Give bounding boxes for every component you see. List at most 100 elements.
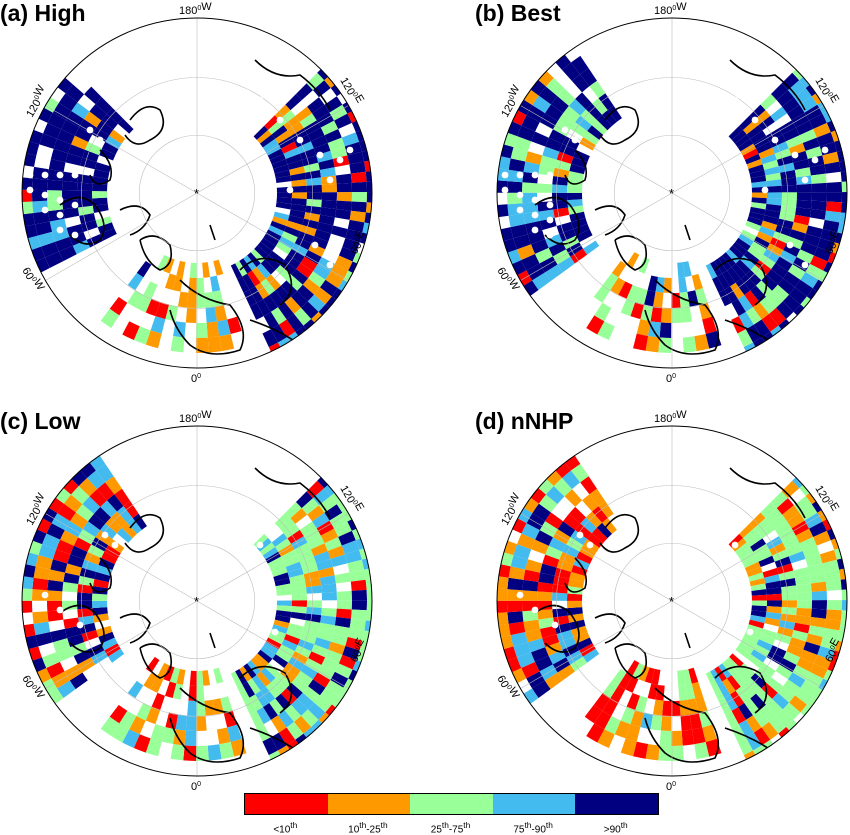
grid-cell <box>345 229 363 243</box>
grid-cell <box>638 665 650 682</box>
grid-cell <box>22 588 33 601</box>
grid-cell <box>809 255 828 271</box>
grid-cell <box>751 589 767 596</box>
grid-cell <box>314 637 331 650</box>
grid-cell <box>291 198 307 206</box>
grid-cell <box>570 248 588 264</box>
grid-cell <box>618 672 633 690</box>
grid-cell <box>290 203 307 213</box>
grid-cell <box>567 586 583 595</box>
grid-cell <box>766 606 782 614</box>
grid-cell <box>175 714 188 731</box>
grid-cell <box>271 533 288 547</box>
grid-cell <box>811 182 827 193</box>
grid-cell <box>580 109 597 126</box>
grid-cell <box>513 544 532 560</box>
grid-cell <box>334 663 353 679</box>
grid-cell <box>255 690 270 708</box>
significance-dot <box>56 171 64 179</box>
axis-label: 00 <box>191 373 201 385</box>
coastline <box>254 59 331 111</box>
grid-cell <box>592 98 608 115</box>
grid-cell <box>122 729 140 749</box>
grid-cell <box>77 529 96 545</box>
grid-cell <box>320 120 339 136</box>
significance-dot <box>516 191 524 199</box>
grid-cell <box>32 611 49 624</box>
grid-cell <box>256 129 272 144</box>
grid-cell <box>262 546 279 560</box>
grid-cell <box>809 521 827 538</box>
grid-cell <box>597 321 615 341</box>
grid-cell <box>782 702 801 720</box>
grid-cell <box>330 671 349 688</box>
grid-cell <box>567 185 583 193</box>
grid-cell <box>744 290 760 308</box>
significance-dot <box>226 531 234 539</box>
grid-cell <box>557 521 576 538</box>
significance-dot <box>271 628 279 636</box>
significance-dots <box>516 531 754 636</box>
grid-cell <box>176 260 186 277</box>
grid-cell <box>775 664 793 680</box>
grid-cell <box>196 715 207 731</box>
grid-cell <box>660 307 672 323</box>
grid-cell <box>107 648 125 663</box>
grid-cell <box>793 158 810 170</box>
grid-cell <box>532 272 551 290</box>
grid-cell <box>74 127 93 143</box>
grid-cell <box>265 682 281 699</box>
grid-cell <box>817 646 835 661</box>
grid-cell <box>325 271 344 289</box>
grid-cell <box>540 563 557 576</box>
significance-dot <box>56 226 64 234</box>
grid-cell <box>746 159 763 169</box>
grid-cell <box>276 600 293 607</box>
significance-dot <box>26 186 34 194</box>
grid-cell <box>47 179 63 191</box>
grid-cell <box>787 672 806 688</box>
grid-cell <box>280 280 298 297</box>
grid-cell <box>35 221 53 236</box>
grid-cell <box>824 569 841 582</box>
grid-cell <box>350 171 367 183</box>
grid-cell <box>299 148 317 160</box>
grid-cell <box>712 276 725 293</box>
grid-cell <box>262 138 279 152</box>
coastline <box>714 665 768 714</box>
grid-cell <box>163 257 175 274</box>
grid-cell <box>745 677 762 694</box>
grid-cell <box>825 201 842 213</box>
grid-cell <box>52 638 71 653</box>
grid-cell <box>312 488 331 506</box>
grid-cell <box>276 192 293 199</box>
grid-cell <box>80 157 97 170</box>
grid-cell <box>273 572 290 582</box>
grid-cell <box>93 506 111 524</box>
grid-cell <box>82 149 100 163</box>
significance-dot <box>26 171 34 179</box>
grid-cell <box>746 567 763 577</box>
grid-cell <box>766 185 782 193</box>
grid-cell <box>750 241 767 255</box>
pole-marker: * <box>669 186 674 201</box>
panel-title: (b) Best <box>475 0 561 26</box>
grid-cell <box>728 125 744 140</box>
grid-cell <box>297 692 315 710</box>
grid-cell <box>268 633 284 645</box>
grid-cell <box>338 654 357 670</box>
grid-cell <box>671 745 684 761</box>
grid-cell <box>249 694 263 711</box>
grid-cell <box>83 111 102 128</box>
grid-cell <box>308 679 326 696</box>
grid-cells <box>22 451 372 769</box>
grid-cell <box>46 523 65 540</box>
grid-cell <box>796 249 814 264</box>
grid-cell <box>291 698 308 716</box>
grid-cell <box>366 180 372 193</box>
grid-cell <box>724 694 738 711</box>
grid-cell <box>297 284 315 302</box>
grid-cell <box>573 631 590 644</box>
grid-cell <box>743 250 760 266</box>
grid-cell <box>220 696 233 713</box>
